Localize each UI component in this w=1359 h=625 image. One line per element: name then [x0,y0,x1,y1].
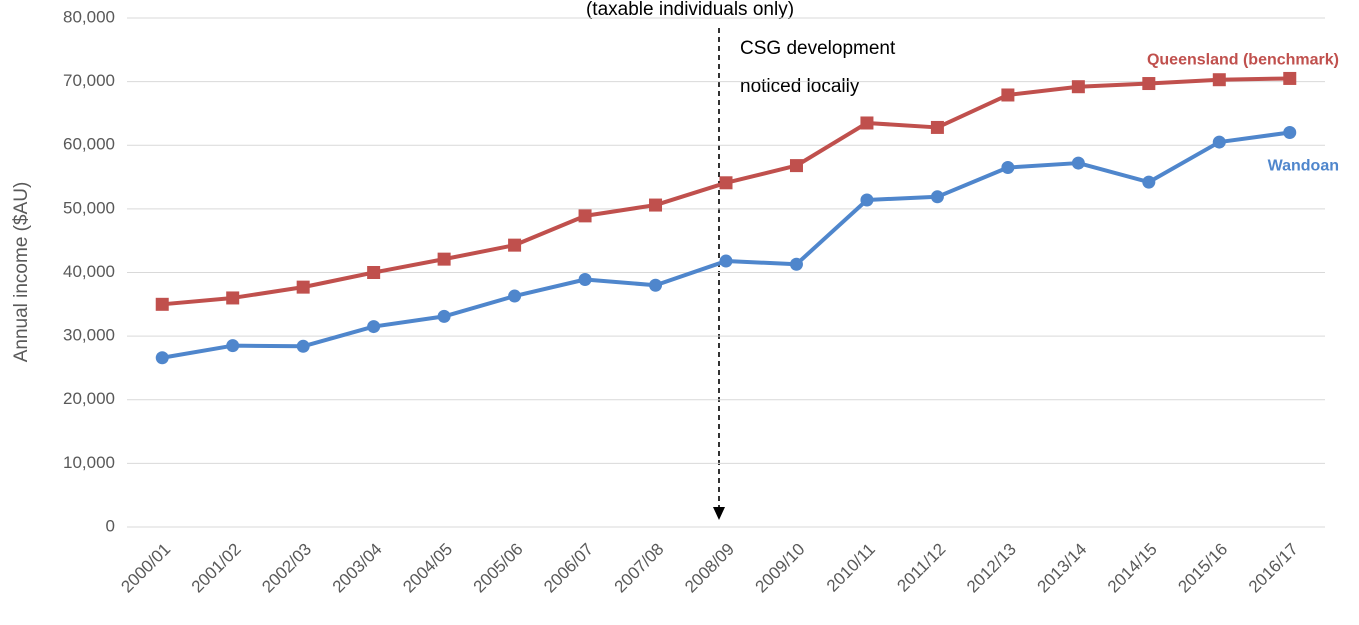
marker [1071,156,1085,170]
marker [719,254,733,268]
marker [1001,88,1015,102]
marker [1283,71,1297,85]
y-tick-label: 0 [106,516,115,535]
series-line [161,130,1291,360]
y-tick-label: 50,000 [63,198,115,217]
marker [930,190,944,204]
annotation-line: CSG development [740,38,896,59]
marker [789,257,803,271]
y-tick-label: 70,000 [63,71,115,90]
marker [1142,77,1156,91]
marker [296,339,310,353]
marker [649,278,663,292]
series-line [162,76,1290,307]
marker [226,291,240,305]
marker [1001,161,1015,175]
x-tick-label: 2015/16 [1174,540,1231,597]
y-tick-label: 60,000 [63,135,115,154]
marker [1212,135,1226,149]
x-tick-label: 2010/11 [823,540,879,596]
x-tick-label: 2000/01 [117,540,174,597]
x-tick-label: 2008/09 [681,540,738,597]
marker [437,309,451,323]
marker [860,193,874,207]
x-tick-label: 2003/04 [329,540,386,597]
x-tick-label: 2005/06 [470,540,527,597]
marker [367,320,381,334]
y-tick-label: 30,000 [63,326,115,345]
marker [1142,175,1156,189]
marker [226,339,240,353]
marker [155,297,169,311]
marker [508,238,522,252]
marker [930,120,944,134]
x-tick-label: 2014/15 [1104,540,1161,597]
marker [649,198,663,212]
marker [155,351,169,365]
x-tick-label: 2001/02 [188,540,245,597]
series-label: Wandoan [1268,158,1339,175]
marker [578,272,592,286]
x-tick-label: 2009/10 [752,540,809,597]
x-tick-label: 2002/03 [258,540,315,597]
marker [1283,126,1297,140]
annotation-line: noticed locally [740,76,860,97]
marker [508,289,522,303]
marker [1212,73,1226,87]
x-tick-label: 2004/05 [399,540,456,597]
marker [437,252,451,266]
marker [719,176,733,190]
marker [578,209,592,223]
y-tick-label: 20,000 [63,389,115,408]
marker [367,266,381,279]
x-tick-label: 2016/17 [1245,540,1302,597]
x-tick-label: 2013/14 [1033,540,1090,597]
x-tick-label: 2011/12 [893,540,949,596]
y-tick-label: 80,000 [63,7,115,26]
y-tick-label: 40,000 [63,262,115,281]
marker [296,280,310,294]
marker [789,159,803,173]
annotation-arrowhead [713,507,725,520]
y-axis-label: Annual income ($AU) [11,182,32,363]
chart-subtitle: (taxable individuals only) [586,0,794,20]
y-tick-label: 10,000 [63,453,115,472]
series-label: Queensland (benchmark) [1147,52,1339,69]
x-tick-label: 2012/13 [963,540,1020,597]
x-tick-label: 2006/07 [540,540,597,597]
x-tick-label: 2007/08 [611,540,668,597]
marker [1071,80,1085,94]
marker [860,116,874,130]
